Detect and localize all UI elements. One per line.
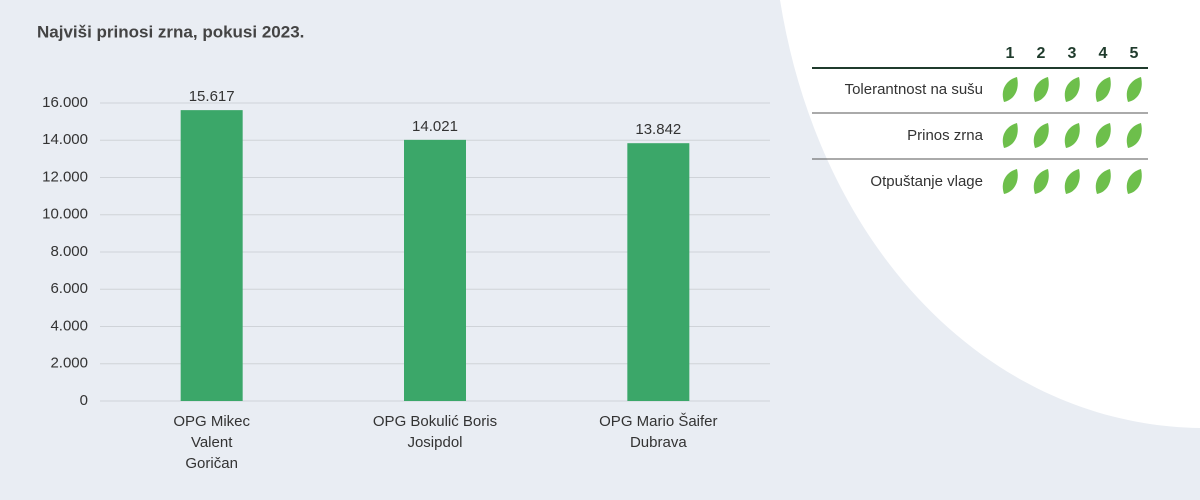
- x-tick-label: OPG Mikec Valent Goričan: [173, 413, 250, 472]
- data-label: 15.617: [189, 88, 235, 105]
- y-tick-label: 12.000: [42, 168, 88, 185]
- y-tick-label: 10.000: [42, 206, 88, 223]
- leaf: [1064, 169, 1080, 194]
- leaf: [1002, 77, 1018, 102]
- data-label: 13.842: [635, 121, 681, 138]
- scale-label: 2: [1037, 45, 1046, 62]
- rating-label: Otpuštanje vlage: [870, 173, 983, 190]
- y-tick-label: 2.000: [50, 355, 88, 372]
- y-tick-label: 6.000: [50, 280, 88, 297]
- rating-label: Tolerantnost na sušu: [845, 81, 983, 98]
- scale-label: 4: [1099, 45, 1108, 62]
- rating-label: Prinos zrna: [907, 127, 984, 144]
- scale-label: 1: [1006, 45, 1015, 62]
- leaf: [1095, 169, 1111, 194]
- leaf: [1126, 169, 1142, 194]
- y-tick-label: 8.000: [50, 243, 88, 260]
- y-tick-label: 0: [80, 392, 88, 409]
- y-tick-label: 4.000: [50, 317, 88, 334]
- leaf: [1002, 169, 1018, 194]
- chart-title: Najviši prinosi zrna, pokusi 2023.: [37, 22, 304, 41]
- leaf: [1033, 169, 1049, 194]
- scale-label: 3: [1068, 45, 1077, 62]
- leaf: [1095, 123, 1111, 148]
- leaf: [1126, 77, 1142, 102]
- y-tick-label: 16.000: [42, 94, 88, 111]
- bar: [404, 139, 466, 401]
- x-tick-label: OPG Mario Šaifer Dubrava: [599, 413, 718, 451]
- background-shape: [780, 0, 1200, 428]
- scale-label: 5: [1130, 45, 1139, 62]
- leaf: [1002, 123, 1018, 148]
- leaf: [1064, 77, 1080, 102]
- leaf: [1033, 77, 1049, 102]
- leaf: [1064, 123, 1080, 148]
- x-tick-label: OPG Bokulić Boris Josipdol: [372, 413, 498, 451]
- leaf: [1033, 123, 1049, 148]
- y-tick-label: 14.000: [42, 131, 88, 148]
- bar: [627, 143, 690, 401]
- leaf: [1126, 123, 1142, 148]
- data-label: 14.021: [412, 118, 458, 135]
- leaf: [1095, 77, 1111, 102]
- bar: [180, 110, 243, 402]
